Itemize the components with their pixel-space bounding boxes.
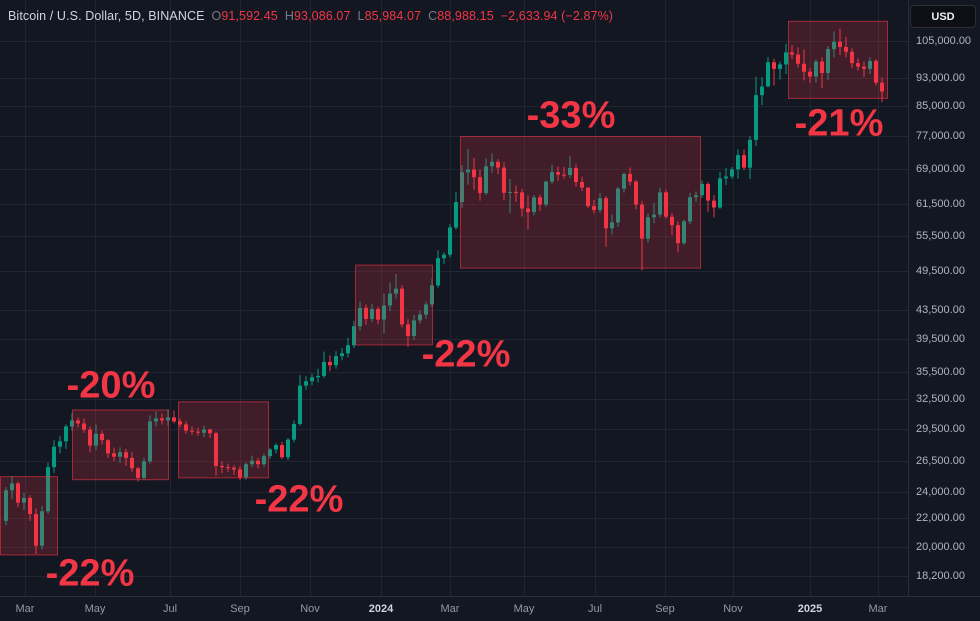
price-axis-label: 35,500.00 (916, 366, 965, 379)
price-axis-label: 93,000.00 (916, 72, 965, 85)
drawdown-percent-label[interactable]: -20% (66, 364, 156, 407)
drawdown-box[interactable] (788, 20, 888, 99)
price-axis-label: 55,500.00 (916, 229, 965, 242)
time-axis-label: Mar (440, 603, 460, 615)
time-axis-label: May (84, 603, 106, 615)
price-axis-label: 43,500.00 (916, 304, 965, 316)
drawdown-box[interactable] (355, 264, 433, 346)
price-axis-label: 77,000.00 (916, 129, 965, 142)
price-chart-canvas[interactable] (0, 0, 908, 596)
time-axis-label: Sep (230, 603, 250, 615)
drawdown-percent-label[interactable]: -33% (526, 94, 616, 137)
open-value: 91,592.45 (221, 9, 278, 23)
symbol-title[interactable]: Bitcoin / U.S. Dollar, 5D, BINANCE (8, 9, 205, 23)
price-axis-label: 26,500.00 (916, 455, 965, 468)
high-label: H (284, 9, 294, 23)
drawdown-box[interactable] (178, 401, 269, 479)
price-axis-label: 20,000.00 (916, 541, 965, 554)
price-axis-label: 29,500.00 (916, 422, 965, 435)
drawdown-box[interactable] (0, 476, 58, 556)
drawdown-percent-label[interactable]: -22% (45, 552, 135, 595)
price-axis[interactable]: 105,000.00 93,000.00 85,000.00 77,000.00 69,… (908, 0, 980, 596)
high-value: 93,086.07 (294, 9, 351, 23)
time-axis-label: Mar (15, 603, 35, 615)
time-axis-label: Mar (868, 603, 888, 615)
time-axis-label: Jul (587, 603, 603, 615)
price-axis-label: 39,500.00 (916, 333, 965, 346)
price-axis-label: 18,200.00 (916, 570, 965, 582)
time-axis-label: Nov (723, 603, 743, 615)
close-value: 88,988.15 (437, 9, 494, 23)
price-axis-label: 49,500.00 (916, 264, 965, 277)
price-axis-label: 32,500.00 (916, 392, 965, 405)
open-label: O (211, 9, 222, 23)
close-label: C (428, 9, 438, 23)
drawdown-percent-label[interactable]: -21% (794, 102, 884, 145)
drawdown-percent-label[interactable]: -22% (254, 478, 344, 521)
currency-toggle-button[interactable]: USD (910, 5, 976, 28)
drawdown-box[interactable] (460, 135, 701, 269)
low-label: L (357, 9, 365, 23)
time-axis-label: May (513, 603, 535, 615)
change-value: −2,633.94 (−2.87%) (500, 9, 614, 23)
price-axis-label: 105,000.00 (916, 35, 972, 47)
time-axis-label: Sep (655, 603, 675, 615)
price-axis-label: 22,000.00 (916, 512, 965, 525)
time-axis-label: Nov (300, 603, 320, 615)
low-value: 85,984.07 (364, 9, 422, 23)
time-axis-label: Jul (162, 603, 178, 615)
price-axis-label: 24,000.00 (916, 485, 965, 498)
time-axis-label: 2025 (797, 603, 823, 615)
drawdown-box[interactable] (72, 409, 169, 481)
price-axis-label: 69,000.00 (916, 163, 965, 176)
time-axis[interactable]: Mar May Jul Sep Nov 2024 Mar May Jul Sep Nov 2025 Ma… (0, 596, 980, 621)
grid-lines (0, 0, 908, 596)
candlestick-series (4, 28, 884, 555)
drawdown-percent-label[interactable]: -22% (421, 333, 511, 376)
price-axis-label: 85,000.00 (916, 99, 965, 112)
symbol-legend[interactable]: Bitcoin / U.S. Dollar, 5D, BINANCE O91,59… (8, 9, 613, 23)
price-axis-label: 61,500.00 (916, 198, 965, 211)
time-axis-label: 2024 (368, 603, 394, 615)
